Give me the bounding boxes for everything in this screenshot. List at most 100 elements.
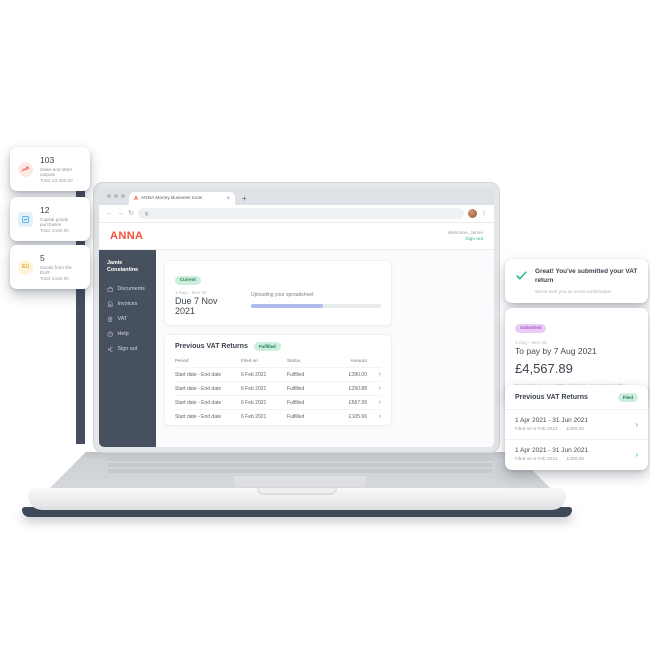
sidebar: Jamie Constantine Documents Invoices VAT (99, 250, 156, 447)
col-header-period: Period (175, 358, 189, 364)
anna-favicon-icon: A (134, 195, 138, 202)
return-period: 1 Apr 2021 - 31 Jun 2021 (515, 447, 589, 455)
stat-card-eu-goods: EU 5 Goods from the EUR Total: £150.00 (10, 245, 90, 289)
sidebar-item-label: VAT (117, 315, 128, 322)
table-row[interactable]: Start date - End date 6 Feb 2021 Fulfill… (175, 367, 381, 381)
pay-by-title: To pay by 7 Aug 2021 (515, 346, 597, 356)
cell-period: Start date - End date (175, 413, 222, 420)
stat-total: Total: £150.00 (40, 276, 69, 281)
checkmark-icon (516, 271, 527, 280)
sidebar-item-invoices[interactable]: Invoices (107, 301, 148, 308)
stat-value: 5 (40, 253, 45, 263)
cell-period: Start date - End date (175, 371, 222, 378)
chevron-right-icon[interactable]: › (378, 385, 381, 393)
sidebar-item-help[interactable]: Help (107, 331, 148, 338)
decorative-ribbon (76, 152, 85, 444)
return-filed-on: Filed on 6 Feb 2021 (515, 457, 558, 463)
laptop-base-edge (22, 507, 572, 517)
sidebar-item-label: Help (117, 330, 129, 337)
status-badge-current: Current (175, 275, 201, 285)
stat-value: 12 (40, 205, 50, 215)
upload-progress-bar (251, 304, 381, 308)
stat-card-capital-goods: 12 Capital goods purchases Total: £150.0… (10, 197, 90, 241)
cell-filed-on: 6 Feb 2021 (241, 413, 267, 420)
upload-progress-fill (251, 304, 323, 308)
returns-table-title: Previous VAT Returns (175, 343, 248, 351)
browser-address-bar: ← → ↻ ⋮ (99, 205, 494, 223)
sidebar-user-name: Jamie Constantine (107, 260, 139, 274)
cell-amount: £567.99 (348, 399, 367, 406)
to-pay-card: Submitted 1 Aug – Nov 30 To pay by 7 Aug… (505, 308, 648, 398)
window-controls[interactable] (107, 194, 125, 198)
cell-period: Start date - End date (175, 385, 222, 392)
cell-filed-on: 6 Feb 2021 (241, 399, 267, 406)
return-amount: £390.00 (566, 457, 585, 463)
laptop-trackpad (234, 476, 366, 487)
window-minimize-button[interactable] (114, 194, 118, 198)
current-vat-card: Current 1 Aug – Nov 30 Due 7 Nov 2021 Up… (164, 260, 392, 326)
sidebar-item-sign-out[interactable]: Sign out (107, 346, 148, 353)
tab-close-icon[interactable]: × (226, 195, 230, 202)
browser-profile-avatar[interactable] (468, 209, 477, 218)
new-tab-button[interactable]: + (242, 194, 247, 203)
panel-card-title: Previous VAT Returns (515, 394, 588, 402)
refresh-icon[interactable]: ↻ (128, 210, 134, 217)
chart-up-icon (18, 161, 33, 177)
sidebar-item-documents[interactable]: Documents (107, 286, 148, 293)
documents-icon (107, 286, 113, 292)
url-input[interactable] (137, 208, 464, 219)
submitted-confirmation-card: Great! You've submitted your VAT return … (505, 259, 648, 303)
laptop-keyboard-deck (48, 452, 552, 490)
browser-menu-icon[interactable]: ⋮ (481, 210, 487, 217)
sidebar-item-label: Invoices (117, 300, 138, 307)
welcome-text: Welcome, Jamie (447, 230, 483, 236)
help-icon (107, 331, 113, 337)
stat-value: 103 (40, 155, 55, 165)
cell-status: Fulfilled (287, 371, 305, 378)
stat-label: Goods from the EUR (40, 264, 72, 275)
list-item[interactable]: 1 Apr 2021 - 31 Jun 2021 Filed on 6 Feb … (505, 409, 648, 439)
status-badge-submitted: Submitted (515, 323, 547, 333)
browser-window: A ANNA Money Business tools × + ← → ↻ ⋮ … (99, 188, 494, 447)
back-icon[interactable]: ← (106, 210, 113, 217)
table-row[interactable]: Start date - End date 6 Feb 2021 Fulfill… (175, 409, 381, 423)
amount-due: £4,567.89 (515, 361, 573, 376)
upload-status-text: Uploading your spreadsheet (251, 292, 314, 298)
browser-tab[interactable]: A ANNA Money Business tools × (129, 192, 235, 205)
table-row[interactable]: Start date - End date 6 Feb 2021 Fulfill… (175, 381, 381, 395)
sidebar-item-vat[interactable]: VAT (107, 316, 148, 323)
sign-out-link[interactable]: Sign out (465, 236, 483, 242)
laptop-lid-notch (257, 488, 337, 495)
anna-logo: ANNA (110, 230, 144, 242)
browser-tab-strip: A ANNA Money Business tools × + (99, 188, 494, 205)
vat-icon (108, 316, 113, 322)
chevron-right-icon[interactable]: › (378, 399, 381, 407)
chevron-right-icon[interactable]: › (378, 371, 381, 379)
stat-total: Total: £3,450.00 (40, 178, 73, 183)
window-zoom-button[interactable] (121, 194, 125, 198)
tab-title: ANNA Money Business tools (140, 196, 203, 201)
vat-period: 1 Aug – Nov 30 (515, 340, 547, 345)
cell-filed-on: 6 Feb 2021 (241, 371, 267, 378)
chevron-right-icon[interactable]: › (635, 420, 638, 430)
table-row[interactable]: Start date - End date 6 Feb 2021 Fulfill… (175, 395, 381, 409)
invoices-icon (108, 301, 113, 307)
cell-amount: £390.00 (348, 371, 367, 378)
capital-goods-icon (18, 211, 33, 227)
forward-icon[interactable]: → (117, 210, 124, 217)
chevron-right-icon[interactable]: › (378, 413, 381, 421)
previous-returns-panel-card: Previous VAT Returns Filed 1 Apr 2021 - … (505, 385, 648, 471)
cell-filed-on: 6 Feb 2021 (241, 385, 267, 392)
laptop-keyboard (108, 457, 492, 475)
window-close-button[interactable] (107, 194, 111, 198)
list-item[interactable]: 1 Apr 2021 - 31 Jun 2021 Filed on 6 Feb … (505, 439, 648, 469)
anna-dashboard-page: ANNA Welcome, Jamie Sign out Jamie Const… (99, 223, 494, 447)
col-header-filed-on: Filed on (241, 358, 258, 364)
cell-status: Fulfilled (287, 413, 305, 420)
returns-table-header: Period Filed on Status Amount (175, 354, 381, 367)
return-period: 1 Apr 2021 - 31 Jun 2021 (515, 417, 589, 425)
vat-period: 1 Aug – Nov 30 (175, 290, 207, 295)
chevron-right-icon[interactable]: › (635, 450, 638, 460)
stat-total: Total: £150.00 (40, 228, 69, 233)
cell-amount: £105.66 (348, 413, 367, 420)
